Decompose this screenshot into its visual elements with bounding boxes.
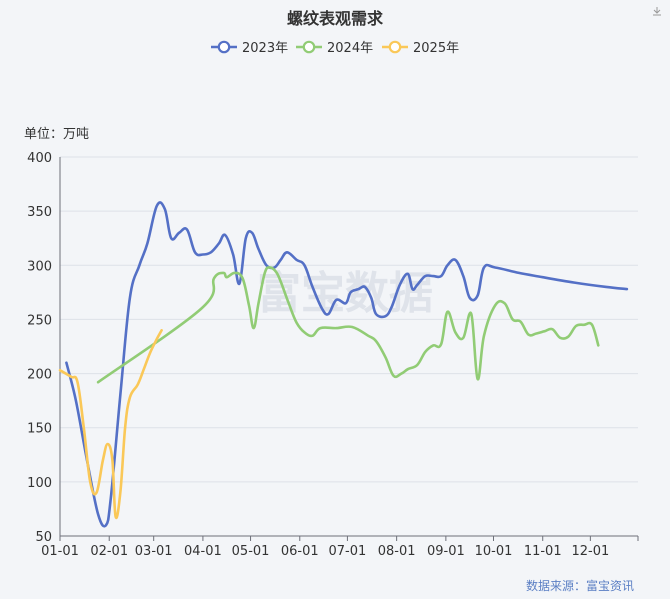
series-line-3[interactable] — [58, 329, 163, 520]
y-tick-label: 100 — [27, 476, 52, 491]
legend-item-label: 2024年 — [327, 41, 373, 56]
x-tick-label: 05-01 — [232, 544, 270, 559]
x-tick-label: 01-01 — [41, 544, 79, 559]
x-tick-label: 11-01 — [524, 544, 562, 559]
x-tick-label: 08-01 — [378, 544, 416, 559]
y-tick-label: 350 — [27, 205, 52, 220]
watermark: 富宝数据 — [257, 268, 433, 319]
axes: 01-01 02-01 03-01 04-01 05-01 06-01 07-01 08-01… — [41, 157, 639, 559]
y-tick-label: 150 — [27, 422, 52, 437]
series-lines[interactable] — [58, 201, 629, 528]
y-tick-label: 200 — [27, 368, 52, 383]
y-axis-unit-label: 单位：万吨 — [24, 127, 89, 142]
x-tick-label: 10-01 — [475, 544, 513, 559]
y-tick-label: 250 — [27, 313, 52, 328]
legend-marker — [217, 40, 231, 54]
legend-marker — [388, 40, 402, 54]
x-tick-label: 03-01 — [135, 544, 173, 559]
x-tick-label: 09-01 — [427, 544, 465, 559]
download-icon-glyph — [653, 7, 661, 16]
x-tick-label: 06-01 — [281, 544, 319, 559]
x-tick-label: 04-01 — [184, 544, 222, 559]
legend-marker — [302, 40, 316, 54]
x-tick-label: 02-01 — [90, 544, 128, 559]
x-tick-label: 12-01 — [571, 544, 609, 559]
x-tick-label: 07-01 — [329, 544, 367, 559]
source-label: 数据来源：富宝资讯 — [526, 578, 634, 593]
chart-title: 螺纹表观需求 — [287, 9, 384, 28]
y-tick-label: 300 — [27, 259, 52, 274]
legend-item-label: 2025年 — [413, 41, 459, 56]
grid-lines: 50 100 150 200 250 300 350 400 — [27, 151, 638, 545]
y-tick-label: 50 — [35, 530, 52, 545]
legend[interactable]: 2023年 2024年 2025年 — [211, 40, 459, 56]
y-tick-label: 400 — [27, 151, 52, 166]
download-icon[interactable] — [653, 7, 661, 16]
series-line-2[interactable] — [96, 266, 600, 384]
legend-item-label: 2023年 — [242, 41, 288, 56]
series-line-1[interactable] — [65, 201, 629, 528]
